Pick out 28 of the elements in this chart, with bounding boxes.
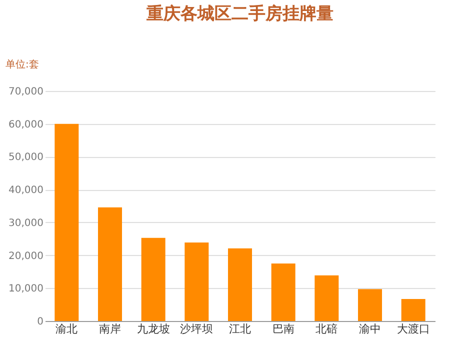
bar <box>314 275 339 321</box>
x-tick-label: 渝北 <box>56 322 78 336</box>
bar <box>401 298 426 321</box>
bar <box>98 207 122 321</box>
bar <box>271 264 296 321</box>
bar <box>141 238 166 321</box>
x-tick-label: 南岸 <box>99 322 121 336</box>
y-tick-label: 60,000 <box>8 119 44 130</box>
bar <box>228 248 252 321</box>
y-tick-label: 50,000 <box>8 152 44 164</box>
x-tick-label: 北碚 <box>316 322 338 336</box>
x-tick-label: 巴南 <box>272 322 294 336</box>
x-tick-label: 江北 <box>229 322 251 336</box>
y-axis-title: 单位:套 <box>6 58 39 70</box>
x-tick-label: 大渡口 <box>396 322 430 336</box>
bar <box>54 124 79 321</box>
bar <box>358 289 382 321</box>
x-tick-label: 渝中 <box>359 322 381 336</box>
y-tick-label: 40,000 <box>8 185 44 196</box>
y-tick-label: 0 <box>37 316 44 328</box>
y-tick-label: 10,000 <box>8 284 44 295</box>
bar <box>184 242 209 321</box>
x-tick-label: 九龙坡 <box>136 322 170 336</box>
chart-title: 重庆各城区二手房挂牌量 <box>146 4 334 24</box>
y-tick-label: 20,000 <box>8 250 44 262</box>
y-tick-label: 70,000 <box>8 86 44 98</box>
x-tick-label: 沙坪坝 <box>180 322 214 336</box>
y-tick-label: 30,000 <box>8 218 44 229</box>
